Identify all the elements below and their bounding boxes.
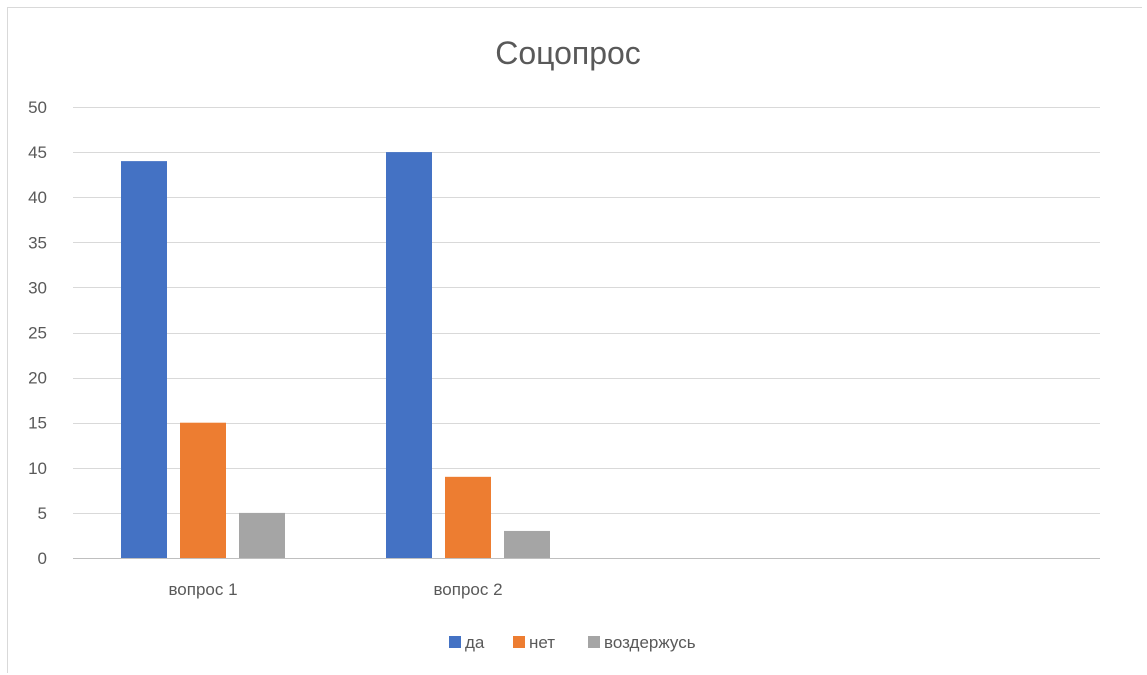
y-tick-label: 5	[38, 504, 47, 523]
y-tick-label: 30	[28, 278, 47, 297]
bar-воздержусь-вопрос-1	[239, 512, 285, 558]
legend-label: да	[465, 633, 485, 652]
y-tick-label: 40	[28, 188, 47, 207]
legend: да нет воздержусь	[449, 633, 696, 652]
y-tick-label: 0	[38, 549, 47, 568]
gridlines	[73, 107, 1100, 559]
bar-нет-вопрос-2	[445, 476, 491, 558]
bar-воздержусь-вопрос-2	[504, 530, 550, 558]
y-tick-label: 45	[28, 143, 47, 162]
y-tick-label: 50	[28, 98, 47, 117]
y-tick-label: 35	[28, 233, 47, 252]
legend-label: воздержусь	[604, 633, 696, 652]
y-tick-label: 10	[28, 459, 47, 478]
y-tick-label: 20	[28, 369, 47, 388]
x-tick-label: вопрос 2	[433, 580, 502, 599]
y-axis-ticks: 0 5 10 15 20 25 30 35 40 45 50	[28, 98, 47, 568]
legend-swatch	[449, 636, 461, 648]
y-tick-label: 25	[28, 324, 47, 343]
bar-нет-вопрос-1	[180, 422, 226, 558]
y-tick-label: 15	[28, 414, 47, 433]
bar-да-вопрос-2	[386, 152, 432, 558]
chart-title: Соцопрос	[495, 35, 641, 71]
x-tick-label: вопрос 1	[168, 580, 237, 599]
bars	[121, 152, 550, 558]
legend-swatch	[588, 636, 600, 648]
chart-frame	[7, 7, 1142, 673]
legend-swatch	[513, 636, 525, 648]
legend-label: нет	[529, 633, 555, 652]
bar-да-вопрос-1	[121, 161, 167, 558]
x-axis-ticks: вопрос 1 вопрос 2	[168, 580, 502, 599]
